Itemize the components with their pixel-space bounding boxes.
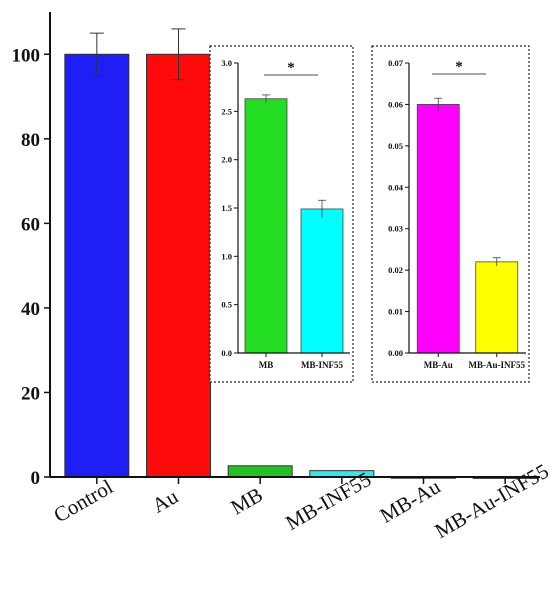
inset-y-tick-label: 0.04: [388, 182, 404, 192]
main-y-tick-label: 40: [21, 299, 40, 320]
inset-chart-1: 0.0 0.5 1.0 1.5 2.0 2.5 3.0 MB MB-INF55 *: [209, 45, 354, 383]
inset-y-tick-label: 0.07: [388, 58, 404, 68]
inset-x-tick-label: MB-Au: [424, 360, 453, 370]
inset-x-tick-label: MB-INF55: [301, 360, 343, 370]
inset-bar-mb-inf55: [300, 208, 344, 354]
inset-y-tick-label: 2.0: [221, 155, 232, 165]
inset-x-tick-label: MB-Au-INF55: [469, 360, 526, 370]
significance-star: *: [455, 59, 463, 75]
main-bar-mb: [227, 465, 293, 478]
inset-y-tick-label: 0.06: [388, 99, 403, 109]
inset-bar-mb-au-inf55: [475, 261, 519, 354]
inset-bar-mb: [244, 98, 288, 354]
inset-y-tick-label: 1.5: [221, 203, 232, 213]
inset-y-tick-label: 0.0: [221, 348, 232, 358]
main-y-tick-label: 100: [12, 45, 41, 66]
main-x-tick-label: MB-Au-INF55: [431, 459, 550, 543]
inset-y-tick-label: 0.01: [388, 307, 403, 317]
main-y-tick-label: 0: [31, 468, 41, 489]
inset-y-tick-label: 0.05: [388, 141, 403, 151]
inset-x-tick-label: MB: [259, 360, 274, 370]
inset-y-tick-label: 0.00: [388, 348, 403, 358]
inset-y-tick-label: 0.5: [221, 300, 232, 310]
main-y-tick-label: 80: [21, 130, 40, 151]
main-y-tick-label: 20: [21, 383, 40, 404]
inset-y-tick-label: 0.02: [388, 265, 403, 275]
inset-y-tick-label: 0.03: [388, 224, 403, 234]
main-x-tick-label: MB: [227, 482, 267, 519]
inset-y-tick-label: 3.0: [221, 58, 232, 68]
inset-y-tick-label: 1.0: [221, 251, 232, 261]
main-bar-au: [146, 53, 211, 478]
inset-chart-2: 0.00 0.01 0.02 0.03 0.04 0.05 0.06 0.07 MB-Au MB-…: [371, 45, 530, 383]
inset-y-tick-label: 2.5: [221, 106, 232, 116]
significance-star: *: [287, 60, 295, 76]
main-bar-control: [64, 53, 130, 478]
main-x-tick-label: Au: [148, 484, 183, 518]
inset-bar-mb-au: [416, 104, 460, 354]
main-x-tick-label: Control: [50, 474, 118, 527]
main-y-tick-label: 60: [21, 214, 40, 235]
